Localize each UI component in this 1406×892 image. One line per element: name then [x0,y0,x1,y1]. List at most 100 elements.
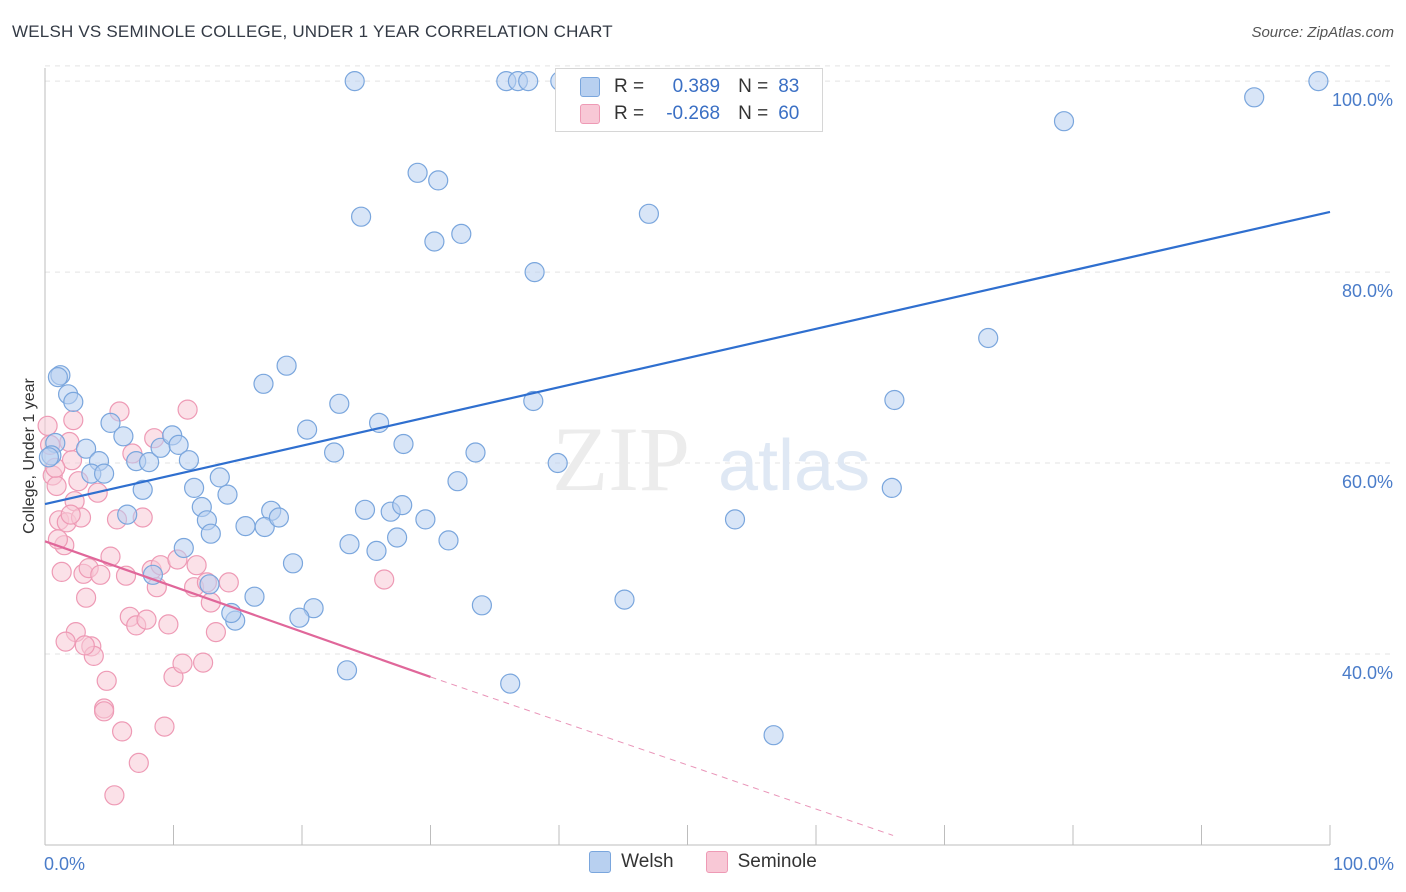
welsh-point [500,673,521,694]
legend-welsh-label: Welsh [621,851,674,872]
seminole-swatch [580,104,600,124]
seminole-point [51,561,72,583]
welsh-r-value: 0.389 [672,76,721,97]
seminole-point [205,621,226,643]
seminole-r-label: R = [614,103,645,124]
seminole-n-value: 60 [778,103,800,124]
welsh-point [254,516,275,538]
welsh-point [884,389,905,411]
legend-item-welsh[interactable]: Welsh [589,851,674,873]
seminole-point [374,569,395,590]
seminole-legend-swatch [705,851,728,873]
welsh-point [63,391,84,412]
welsh-point [1308,70,1329,92]
welsh-point [199,574,220,595]
welsh-point [471,595,492,616]
x-tick-label-min: 0.0% [44,854,85,874]
seminole-point [154,716,175,737]
seminole-point [63,410,84,431]
welsh-point [393,433,414,455]
welsh-point [638,203,660,224]
welsh-point [173,537,194,559]
x-tick-label-max: 100.0% [1333,854,1394,874]
welsh-legend-swatch [589,851,612,873]
y-tick-label-100: 100.0% [1332,90,1393,110]
seminole-point [93,701,115,722]
welsh-point [132,479,153,500]
seminole-point [111,721,133,742]
seminole-point [100,546,121,567]
welsh-point [209,467,230,488]
trendlines [44,210,1331,836]
welsh-point [387,527,408,548]
seminole-point [60,504,81,525]
seminole-point [61,450,83,471]
welsh-point [547,452,568,474]
welsh-point [523,390,544,412]
seminole-point [128,752,149,774]
welsh-point [524,262,545,283]
seminole-point [74,635,95,656]
welsh-point [351,206,372,227]
seminole-trendline [44,540,431,678]
welsh-n-value: 83 [778,76,800,97]
seminole-point [37,415,58,436]
seminole-trendline-extension [430,676,894,836]
y-tick-label-80: 80.0% [1342,281,1393,301]
welsh-point [451,223,472,244]
welsh-point [978,327,999,349]
seminole-point [177,399,198,420]
welsh-point [253,373,274,394]
welsh-point [178,450,199,471]
welsh-point [244,586,265,607]
series-legend: Welsh Seminole [0,851,1406,873]
welsh-point [289,607,310,628]
gridlines [45,65,1392,655]
watermark: ZIP atlas [552,408,870,510]
welsh-point [366,540,387,562]
welsh-point [447,471,468,492]
welsh-points [38,70,1329,746]
welsh-point [168,434,189,455]
seminole-point [96,670,117,691]
y-tick-labels: 40.0% 60.0% 80.0% 100.0% [1332,90,1393,683]
welsh-point [217,484,238,505]
welsh-point [235,515,256,537]
legend-row-welsh: R = 0.389 N = 83 [580,74,799,100]
seminole-point [193,652,214,673]
y-axis-title: College, Under 1 year [21,378,38,534]
legend-row-seminole: R = -0.268 N = 60 [580,101,799,127]
welsh-point [297,419,318,440]
welsh-point [100,412,121,433]
welsh-point [881,477,902,498]
source-credit: Source: ZipAtlas.com [1251,24,1394,41]
seminole-point [75,587,97,608]
seminole-n-label: N = [738,103,769,124]
welsh-point [465,442,486,463]
welsh-point [303,598,324,619]
welsh-point [438,530,459,551]
y-tick-label-40: 40.0% [1342,663,1393,683]
welsh-point [324,442,345,463]
welsh-point [276,355,297,376]
legend-item-seminole[interactable]: Seminole [705,851,817,873]
welsh-point [614,589,635,610]
seminole-point [90,564,111,585]
seminole-point [104,785,125,806]
welsh-point [339,534,360,555]
welsh-point [93,463,115,484]
welsh-point [415,509,436,530]
seminole-point [55,631,76,652]
chart-title: WELSH VS SEMINOLE COLLEGE, UNDER 1 YEAR … [12,22,613,41]
welsh-point [344,70,365,92]
welsh-swatch [580,77,600,97]
welsh-point [392,495,413,516]
welsh-point [117,504,138,525]
seminole-point [136,609,157,630]
welsh-point [336,660,358,681]
welsh-point [38,447,60,468]
welsh-r-label: R = [614,76,645,97]
welsh-point [763,725,784,746]
seminole-point [46,475,67,497]
